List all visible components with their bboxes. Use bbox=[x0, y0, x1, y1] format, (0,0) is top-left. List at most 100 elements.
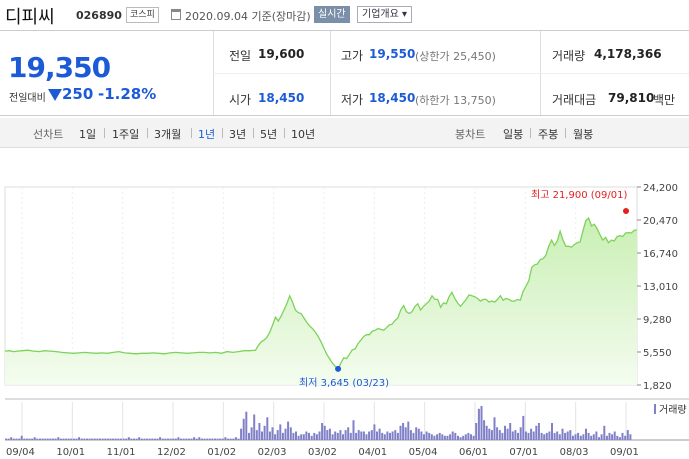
volume-bar bbox=[39, 438, 41, 440]
volume-bar bbox=[566, 431, 569, 440]
tab-3y[interactable]: 3년 bbox=[229, 128, 247, 141]
realtime-button[interactable]: 실시간 bbox=[314, 6, 350, 23]
volume-bar bbox=[174, 438, 177, 440]
volume-bar bbox=[135, 438, 138, 440]
tab-1d[interactable]: 1일 bbox=[79, 128, 97, 141]
x-tick-label: 10/01 bbox=[56, 447, 85, 458]
volume-bar bbox=[438, 432, 441, 440]
diff-percent: -1.28% bbox=[98, 85, 157, 103]
volume-bar bbox=[467, 432, 470, 440]
volume-bar bbox=[266, 417, 269, 440]
volume-bar bbox=[386, 431, 389, 440]
volume-bar bbox=[245, 411, 248, 440]
low-marker bbox=[335, 365, 342, 372]
tab-3m[interactable]: 3개월 bbox=[154, 128, 182, 141]
diff-value: 250 bbox=[62, 85, 94, 103]
volume-label: 거래량 bbox=[552, 49, 586, 63]
chevron-down-icon: ▾ bbox=[402, 9, 408, 20]
volume-bar bbox=[255, 430, 258, 440]
volume-bar bbox=[436, 434, 439, 440]
y-tick-label: 5,550 bbox=[643, 348, 672, 359]
prev-value: 19,600 bbox=[258, 47, 305, 61]
volume-bar bbox=[587, 432, 590, 440]
volume-bar bbox=[389, 432, 391, 440]
volume-bar bbox=[25, 438, 28, 440]
volume-bar bbox=[417, 428, 420, 440]
volume-bar bbox=[383, 434, 386, 440]
volume-bar bbox=[15, 438, 18, 440]
y-tick-label: 1,820 bbox=[643, 381, 672, 392]
volume-bar bbox=[430, 434, 433, 440]
volume-bar bbox=[355, 432, 358, 440]
company-overview-select[interactable]: 기업개요 ▾ bbox=[357, 6, 413, 23]
volume-bar bbox=[214, 438, 216, 440]
volume-bar bbox=[250, 427, 253, 441]
tab-1y[interactable]: 1년 bbox=[198, 128, 216, 141]
volume-bar bbox=[412, 432, 415, 440]
volume-bar bbox=[80, 438, 83, 440]
volume-bar bbox=[195, 438, 198, 440]
volume-bar bbox=[193, 437, 196, 440]
volume-bar bbox=[561, 428, 564, 440]
tab-monthly[interactable]: 월봉 bbox=[573, 128, 594, 141]
open-value: 18,450 bbox=[258, 91, 305, 105]
tab-5y[interactable]: 5년 bbox=[260, 128, 278, 141]
volume-bar bbox=[240, 428, 243, 440]
volume-bar bbox=[339, 430, 342, 440]
volume-bar bbox=[219, 438, 222, 440]
upper-limit: (상한가 25,450) bbox=[415, 50, 496, 63]
high-value: 19,550 bbox=[369, 47, 416, 61]
y-tick-label: 24,200 bbox=[643, 183, 678, 194]
volume-bar bbox=[106, 438, 109, 440]
volume-bar bbox=[59, 438, 62, 440]
volume-bar bbox=[308, 432, 310, 440]
volume-bar bbox=[569, 430, 572, 440]
volume-bar bbox=[227, 438, 230, 440]
volume-bar bbox=[451, 431, 454, 440]
volume-bar bbox=[109, 438, 112, 440]
volume-bar bbox=[140, 438, 143, 440]
volume-bar bbox=[323, 425, 326, 440]
volume-bar bbox=[289, 427, 292, 441]
volume-bar bbox=[93, 438, 96, 440]
volume-bar bbox=[540, 432, 543, 440]
volume-bar bbox=[407, 421, 410, 440]
volume-bar bbox=[446, 435, 449, 441]
volume-bar bbox=[488, 428, 491, 440]
volume-bar bbox=[396, 432, 399, 440]
divider bbox=[191, 128, 192, 138]
chart-toolbar: 선차트 1일 1주일 3개월 1년 3년 5년 10년 봉차트 일봉 주봉 월봉 bbox=[0, 118, 689, 148]
divider bbox=[253, 128, 254, 138]
volume-bar bbox=[522, 415, 525, 440]
stock-header: 디피씨 026890 코스피 2020.09.04 기준(장마감) 실시간 기업… bbox=[0, 0, 689, 30]
volume-bar bbox=[373, 424, 376, 440]
x-tick-label: 05/04 bbox=[409, 447, 438, 458]
volume-bar bbox=[490, 430, 493, 440]
volume-bar bbox=[480, 406, 483, 440]
x-tick-label: 01/02 bbox=[207, 447, 236, 458]
volume-bar bbox=[67, 438, 70, 440]
tab-weekly[interactable]: 주봉 bbox=[538, 128, 559, 141]
volume-bar bbox=[605, 435, 608, 441]
x-tick-label: 07/01 bbox=[509, 447, 538, 458]
volume-bar bbox=[423, 434, 425, 440]
line-chart-label: 선차트 bbox=[33, 128, 64, 141]
volume-bar bbox=[52, 438, 54, 440]
divider bbox=[530, 128, 531, 138]
tab-1w[interactable]: 1주일 bbox=[112, 128, 140, 141]
volume-bar bbox=[613, 431, 616, 440]
volume-bar bbox=[20, 435, 23, 441]
tab-10y[interactable]: 10년 bbox=[291, 128, 316, 141]
volume-bar bbox=[328, 428, 331, 440]
tab-daily[interactable]: 일봉 bbox=[503, 128, 524, 141]
divider bbox=[222, 128, 223, 138]
price-line bbox=[4, 216, 638, 370]
volume-bar bbox=[357, 430, 360, 440]
volume-bar bbox=[626, 430, 629, 440]
volume-bar bbox=[143, 438, 146, 440]
volume-bar bbox=[321, 423, 324, 440]
volume-bar bbox=[10, 437, 13, 440]
volume-bar bbox=[177, 437, 180, 440]
volume-bar bbox=[404, 427, 407, 441]
